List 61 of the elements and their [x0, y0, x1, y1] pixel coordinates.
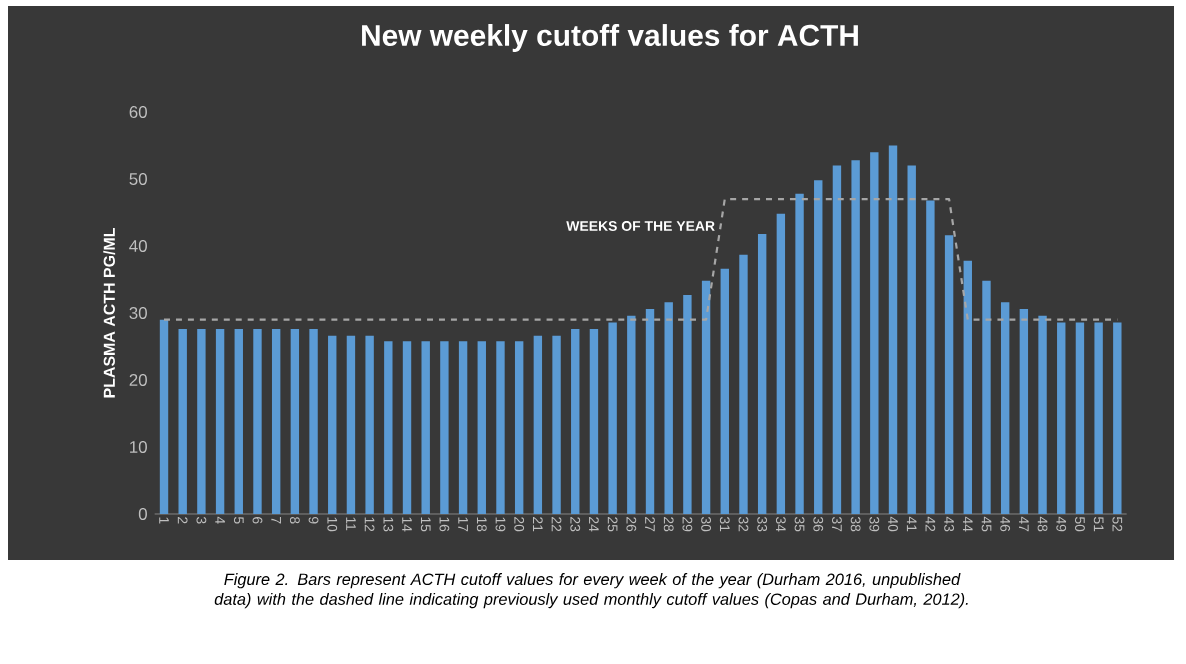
bar — [1057, 322, 1066, 514]
y-tick-label: 40 — [129, 240, 147, 252]
y-tick-label: 50 — [129, 173, 147, 185]
bar — [683, 294, 692, 514]
bar — [1113, 322, 1122, 514]
bar — [720, 268, 729, 514]
bar — [645, 308, 655, 514]
bar — [888, 145, 898, 514]
bar — [197, 329, 206, 514]
bar — [477, 341, 486, 514]
bar — [1038, 315, 1047, 514]
bar — [1019, 308, 1029, 514]
bar — [832, 165, 842, 514]
y-tick-label: 60 — [129, 106, 147, 118]
chart-title: New weekly cutoff values for ACTH — [362, 24, 858, 52]
bar — [290, 329, 300, 514]
caption: Figure 2. Bars represent ACTH cutoff values for every week of the year (Durham 2016, unpublished data) with the dashed line indicating previously used monthly cutoff values (Copas and Durham, 2012). — [214, 573, 968, 609]
bar — [234, 329, 243, 514]
bar — [1000, 302, 1010, 514]
bar — [739, 254, 748, 514]
bar — [982, 280, 991, 514]
bar — [1094, 322, 1103, 514]
bar — [814, 180, 823, 514]
bar — [328, 335, 337, 514]
bar — [963, 260, 972, 514]
y-tick-label: 0 — [138, 508, 147, 520]
bar — [458, 341, 468, 514]
bar — [533, 335, 543, 514]
bar — [926, 200, 935, 514]
bar — [851, 160, 860, 514]
bar — [907, 165, 916, 514]
bar — [365, 335, 374, 514]
bar — [701, 280, 711, 514]
bar — [309, 329, 318, 514]
bar — [1075, 322, 1085, 514]
bar — [514, 341, 524, 514]
bar — [608, 322, 617, 514]
bar — [346, 335, 356, 514]
bar — [215, 329, 225, 514]
y-tick-label: 10 — [130, 441, 147, 453]
bar — [178, 329, 187, 514]
bar — [664, 302, 673, 514]
bar — [795, 193, 804, 514]
bar — [253, 329, 262, 514]
bar — [421, 341, 430, 514]
bar — [870, 152, 879, 514]
bar — [402, 341, 412, 514]
bar — [627, 315, 636, 514]
bar — [757, 233, 767, 514]
bar — [384, 341, 393, 514]
bar — [552, 335, 561, 514]
bar — [496, 341, 505, 514]
y-tick-label: 30 — [129, 307, 147, 319]
bar — [589, 329, 599, 514]
bar — [776, 213, 786, 514]
bar — [159, 319, 169, 514]
bar — [571, 329, 580, 514]
bar — [440, 341, 449, 514]
y-tick-label: 20 — [129, 374, 147, 386]
bar — [271, 329, 281, 514]
bar — [944, 235, 954, 514]
